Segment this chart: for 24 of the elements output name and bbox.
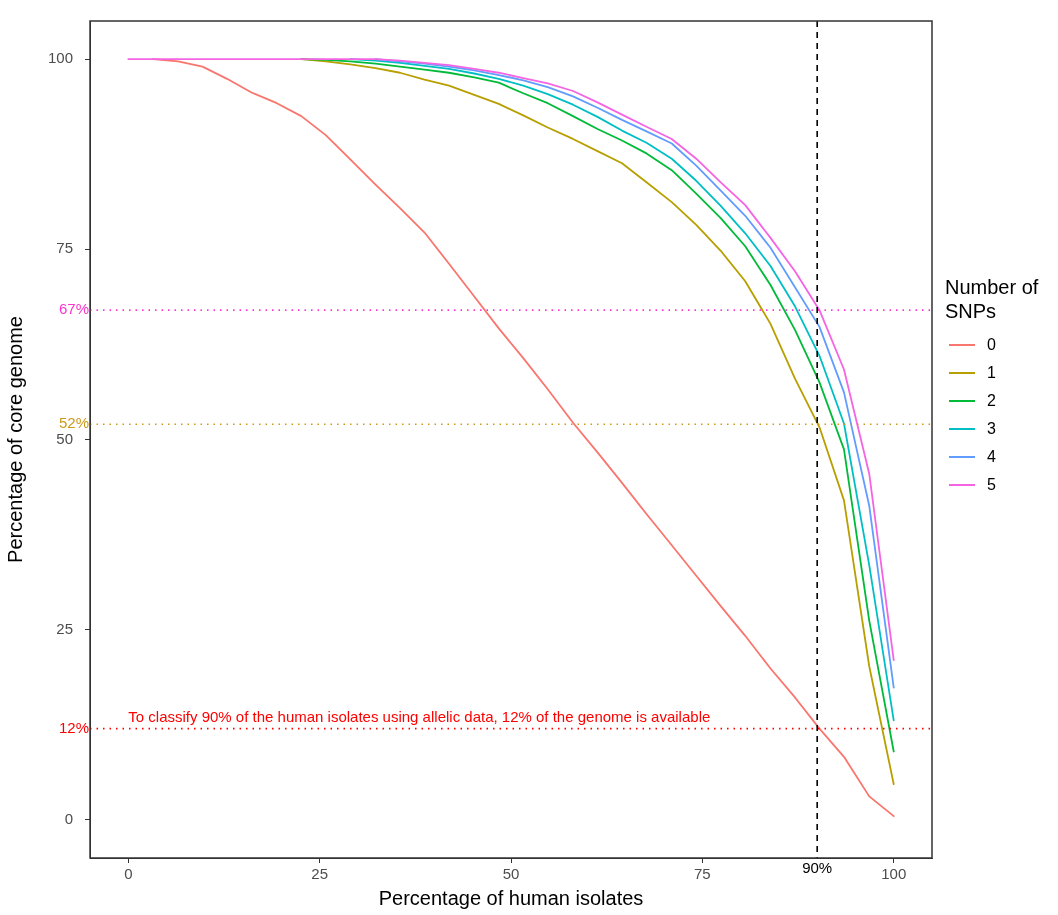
y-tick-label: 25 [56, 619, 74, 637]
ref-line-label: 67% [59, 300, 90, 318]
y-axis-title: Percentage of core genome [3, 316, 26, 563]
ref-line-label: 90% [802, 858, 833, 876]
legend-label: 4 [987, 448, 996, 466]
x-tick-label: 50 [502, 865, 520, 883]
y-tick-label: 50 [56, 429, 74, 447]
ref-line-label: 12% [59, 718, 90, 736]
legend-label: 0 [987, 336, 996, 354]
x-tick-label: 100 [881, 865, 907, 883]
x-tick-label: 75 [694, 865, 711, 883]
x-tick-label: 0 [124, 865, 133, 883]
ref-line-label: 52% [59, 414, 90, 432]
y-tick-label: 100 [48, 49, 74, 67]
legend-label: 5 [987, 476, 996, 494]
legend-title: Number of SNPs [945, 275, 1040, 323]
x-axis-title: Percentage of human isolates [378, 886, 644, 909]
y-tick-label: 0 [64, 810, 74, 828]
x-tick-label: 25 [311, 865, 328, 883]
legend-label: 2 [987, 392, 996, 410]
legend-label: 1 [987, 364, 996, 382]
legend-label: 3 [987, 420, 996, 438]
annotation: To classify 90% of the human isolates using allelic data, 12% of the genome is available [128, 708, 711, 726]
y-tick-label: 75 [56, 239, 74, 257]
